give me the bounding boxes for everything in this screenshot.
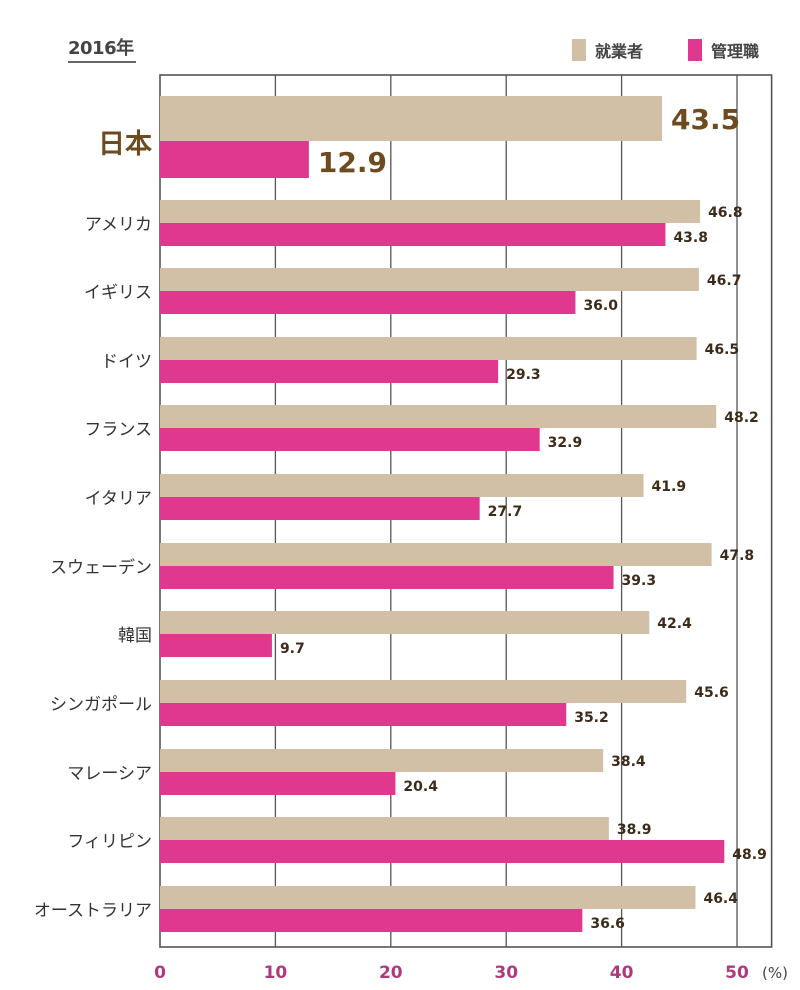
- bar-managers: [160, 497, 480, 520]
- x-tick-label: 0: [154, 963, 166, 983]
- category-label: ドイツ: [101, 352, 152, 372]
- x-tick-label: 10: [264, 963, 288, 983]
- value-label-workers: 46.8: [708, 205, 743, 221]
- category-label: 日本: [98, 129, 152, 160]
- value-label-managers: 36.6: [590, 916, 625, 932]
- bar-workers: [160, 337, 697, 360]
- bar-workers: [160, 543, 712, 566]
- category-label: アメリカ: [85, 215, 152, 235]
- bar-workers: [160, 268, 699, 291]
- bar-workers: [160, 474, 644, 497]
- x-tick-label: 40: [610, 963, 634, 983]
- category-label: イタリア: [85, 489, 152, 509]
- bar-managers: [160, 141, 309, 178]
- legend-item-workers: 就業者: [572, 38, 643, 62]
- x-unit-label: (%): [762, 964, 788, 982]
- category-label: フィリピン: [67, 832, 152, 852]
- legend-label-workers: 就業者: [595, 42, 644, 61]
- bar-managers: [160, 566, 614, 589]
- value-label-managers: 27.7: [488, 504, 523, 520]
- bar-managers: [160, 772, 396, 795]
- bar-workers: [160, 96, 662, 141]
- value-label-workers: 46.4: [703, 891, 738, 907]
- x-tick-label: 20: [379, 963, 403, 983]
- bar-workers: [160, 405, 717, 428]
- value-label-workers: 45.6: [694, 685, 729, 701]
- chart-title: 2016年: [68, 34, 136, 63]
- value-label-managers: 39.3: [622, 573, 657, 589]
- bar-managers: [160, 634, 272, 657]
- value-label-managers: 29.3: [506, 367, 541, 383]
- category-label: マレーシア: [67, 764, 152, 784]
- legend-item-managers: 管理職: [688, 38, 759, 62]
- value-label-workers: 41.9: [652, 479, 687, 495]
- bar-workers: [160, 886, 696, 909]
- bar-workers: [160, 817, 609, 840]
- bar-workers: [160, 611, 650, 634]
- bar-managers: [160, 703, 567, 726]
- value-label-workers: 38.4: [611, 754, 646, 770]
- legend-label-managers: 管理職: [711, 42, 760, 61]
- bar-workers: [160, 200, 701, 223]
- value-label-managers: 20.4: [403, 779, 438, 795]
- bar-managers: [160, 291, 576, 314]
- legend-swatch-workers: [572, 39, 586, 61]
- value-label-managers: 48.9: [732, 847, 767, 863]
- bar-managers: [160, 223, 666, 246]
- value-label-workers: 38.9: [617, 822, 652, 838]
- value-label-workers: 48.2: [724, 410, 759, 426]
- category-label: スウェーデン: [50, 557, 152, 578]
- value-label-workers: 47.8: [720, 548, 755, 564]
- value-label-workers: 46.7: [707, 273, 742, 289]
- category-label: オーストラリア: [34, 901, 152, 921]
- value-label-managers: 32.9: [548, 435, 583, 451]
- category-label: 韓国: [118, 626, 152, 646]
- bar-workers: [160, 749, 604, 772]
- value-label-managers: 9.7: [280, 641, 305, 657]
- value-label-workers: 42.4: [657, 616, 692, 632]
- value-label-managers: 36.0: [583, 298, 618, 314]
- legend-swatch-managers: [688, 39, 702, 61]
- category-label: シンガポール: [50, 695, 152, 715]
- category-label: フランス: [84, 420, 152, 440]
- value-label-managers: 43.8: [673, 230, 708, 246]
- value-label-workers: 43.5: [671, 103, 740, 136]
- value-label-workers: 46.5: [705, 342, 740, 358]
- bar-managers: [160, 360, 499, 383]
- x-tick-label: 30: [494, 963, 518, 983]
- value-label-managers: 35.2: [574, 710, 609, 726]
- bar-workers: [160, 680, 687, 703]
- x-tick-label: 50: [725, 963, 749, 983]
- bar-managers: [160, 428, 540, 451]
- value-label-managers: 12.9: [318, 146, 387, 179]
- bar-managers: [160, 909, 583, 932]
- category-label: イギリス: [84, 283, 152, 303]
- bar-managers: [160, 840, 725, 863]
